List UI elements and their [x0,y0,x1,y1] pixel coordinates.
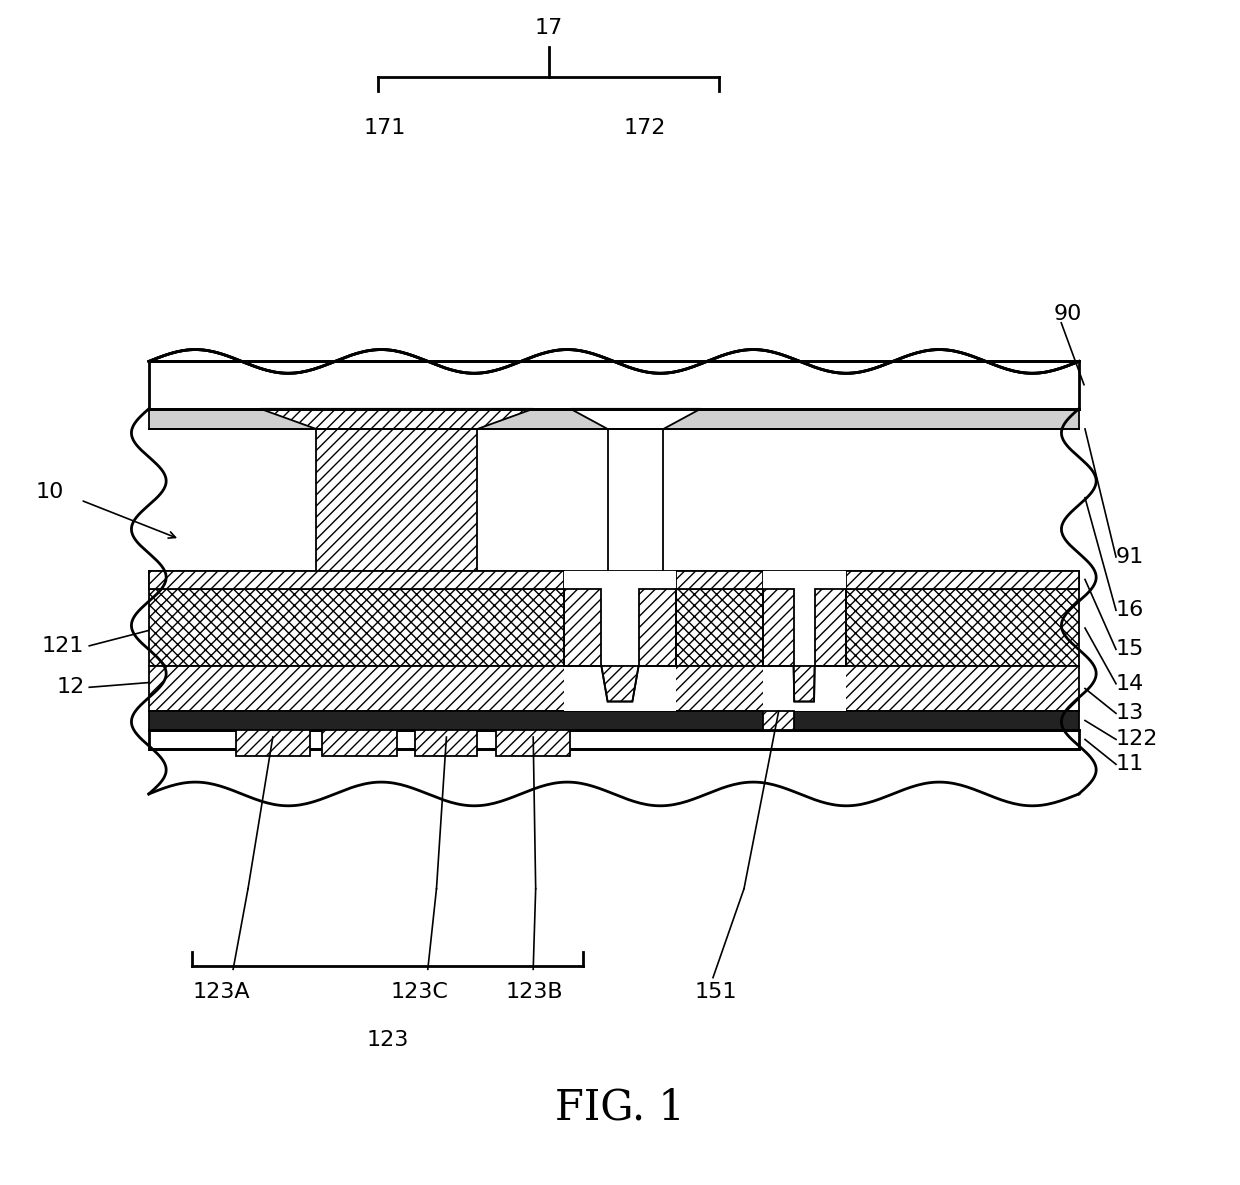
Text: 91: 91 [1116,547,1145,566]
Text: 171: 171 [363,118,405,137]
Bar [149,571,1079,589]
Polygon shape [763,589,794,666]
Bar [149,711,1079,730]
Text: 123: 123 [366,1031,409,1050]
Bar [149,409,1079,429]
Text: FIG. 1: FIG. 1 [556,1087,684,1129]
Text: 11: 11 [1116,755,1145,774]
Bar [316,429,477,571]
Bar [322,730,397,756]
Polygon shape [794,666,815,702]
Bar [149,589,1079,666]
Bar [676,571,763,589]
Bar [608,429,663,571]
Bar [149,571,564,589]
Bar [763,571,846,711]
Text: 17: 17 [534,18,563,38]
Polygon shape [260,409,533,429]
Text: 172: 172 [624,118,666,137]
Text: 14: 14 [1116,674,1145,693]
Polygon shape [815,589,846,666]
Text: 121: 121 [42,636,84,655]
Polygon shape [639,589,676,666]
Text: 10: 10 [36,482,63,501]
Text: 15: 15 [1116,640,1145,659]
Bar [564,571,676,711]
Bar [236,730,310,756]
Bar [846,571,1079,589]
Text: 12: 12 [56,678,84,697]
Text: 16: 16 [1116,601,1145,620]
Polygon shape [601,666,639,702]
Bar [149,730,1079,749]
Text: 123B: 123B [506,982,563,1001]
Bar [496,730,570,756]
Text: 151: 151 [694,982,737,1001]
Bar [316,361,477,429]
Bar [415,730,477,756]
Text: 123C: 123C [391,982,449,1001]
Text: 123A: 123A [192,982,249,1001]
Text: 13: 13 [1116,704,1145,723]
Bar [763,711,794,730]
Bar [149,666,1079,711]
Polygon shape [570,409,701,429]
Text: 122: 122 [1116,730,1158,749]
Text: 90: 90 [1054,305,1083,324]
Bar [608,361,663,429]
Bar [149,361,1079,409]
Polygon shape [564,589,601,666]
